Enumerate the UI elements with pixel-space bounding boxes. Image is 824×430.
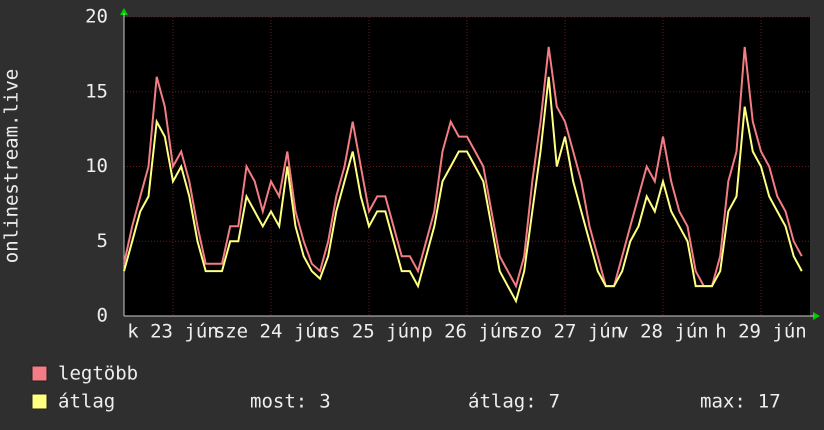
x-tick-label: k 23 jún bbox=[127, 321, 219, 343]
y-tick-label: 15 bbox=[85, 80, 108, 102]
y-tick-label: 0 bbox=[97, 305, 108, 327]
x-tick-label: p 26 jún bbox=[421, 321, 513, 343]
axis-arrow bbox=[120, 8, 128, 15]
legend-swatch bbox=[31, 393, 48, 410]
legend-label: átlag bbox=[58, 391, 115, 413]
legend-swatch bbox=[31, 365, 48, 382]
stat-value: 17 bbox=[758, 391, 781, 413]
stat-label: max: bbox=[700, 391, 746, 413]
stat-value: 7 bbox=[549, 391, 560, 413]
x-tick-label: v 28 jún bbox=[617, 321, 709, 343]
series-line bbox=[123, 46, 803, 289]
y-tick-label: 10 bbox=[85, 155, 108, 177]
y-tick-label: 20 bbox=[85, 6, 108, 28]
x-tick-label: sze 24 jún bbox=[214, 321, 328, 343]
y-axis-label: onlinestream.live bbox=[1, 69, 23, 263]
axis-arrow bbox=[813, 312, 820, 320]
stat-label: átlag: bbox=[468, 391, 537, 413]
x-tick-label: szo 27 jún bbox=[508, 321, 622, 343]
stat-value: 3 bbox=[319, 391, 330, 413]
legend-label: legtöbb bbox=[58, 363, 138, 385]
y-tick-label: 5 bbox=[97, 230, 108, 252]
series-line bbox=[123, 76, 803, 304]
x-tick-label: h 29 jún bbox=[715, 321, 807, 343]
stat-label: most: bbox=[250, 391, 307, 413]
x-tick-label: cs 25 jún bbox=[318, 321, 421, 343]
